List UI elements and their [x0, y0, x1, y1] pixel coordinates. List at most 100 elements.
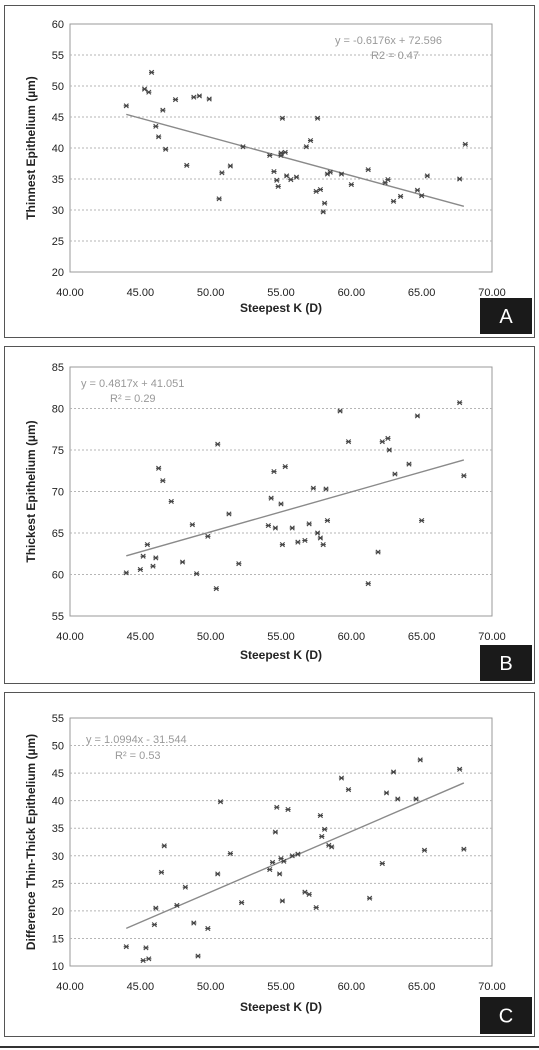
data-point: [144, 542, 150, 548]
data-point: [141, 86, 148, 92]
y-tick-label: 75: [52, 445, 64, 457]
chart-panel-b: 55 60 65 70 75 80 85 40.00 45.00 50.00 55.00 60.00 6…: [4, 346, 535, 684]
data-point: [306, 891, 312, 897]
data-point: [158, 869, 165, 875]
data-point: [275, 183, 281, 190]
data-point: [276, 871, 283, 877]
x-tick-label: 45.00: [127, 631, 155, 643]
data-point: [281, 858, 287, 864]
y-tick-label: 85: [52, 362, 64, 374]
data-point: [392, 471, 398, 477]
data-point: [267, 866, 273, 873]
data-point: [461, 473, 467, 479]
data-point: [271, 168, 277, 175]
x-tick-label: 40.00: [56, 631, 84, 643]
x-tick-label: 70.00: [478, 981, 506, 993]
data-point: [205, 925, 211, 932]
data-point: [153, 555, 159, 561]
data-point: [390, 769, 397, 775]
regression-equation: y = -0.6176x + 72.596: [335, 35, 442, 47]
x-tick-label: 65.00: [408, 287, 436, 299]
data-point: [385, 435, 391, 441]
data-point: [205, 533, 211, 539]
data-point: [375, 549, 381, 555]
y-tick-label: 60: [52, 570, 64, 582]
x-tick-label: 60.00: [338, 287, 366, 299]
x-axis-label: Steepest K (D): [240, 648, 322, 662]
data-point: [379, 439, 385, 445]
data-point: [457, 176, 463, 182]
y-tick-label: 55: [52, 611, 64, 623]
chart-c-svg: 10 15 20 25 30 35 40 45 50 55 40.00 45.00 50.00 55.00…: [24, 713, 532, 1034]
data-point: [278, 501, 284, 507]
regression-equation: y = 1.0994x - 31.544: [86, 734, 187, 746]
data-point: [323, 486, 329, 492]
x-tick-label: 50.00: [197, 981, 225, 993]
data-point: [151, 922, 157, 928]
data-point: [217, 799, 224, 805]
data-point: [143, 945, 149, 951]
y-tick-label: 50: [52, 81, 64, 93]
y-tick-label: 30: [52, 205, 64, 217]
data-point: [320, 542, 326, 548]
chart-b-svg: 55 60 65 70 75 80 85 40.00 45.00 50.00 55.00 60.00 6…: [24, 362, 532, 681]
data-point: [338, 171, 345, 177]
data-point: [289, 853, 295, 859]
y-tick-label: 20: [52, 267, 64, 279]
data-point: [161, 843, 167, 849]
x-tick-label: 55.00: [267, 631, 295, 643]
data-point: [156, 465, 162, 471]
data-point: [386, 447, 392, 453]
y-tick-label: 35: [52, 823, 64, 835]
x-tick-label: 55.00: [267, 287, 295, 299]
y-tick-label: 40: [52, 796, 64, 808]
panel-badge: [480, 645, 532, 681]
y-tick-label: 70: [52, 487, 64, 499]
y-tick-label: 20: [52, 906, 64, 918]
panel-letter: A: [499, 306, 513, 328]
data-point: [191, 94, 197, 100]
y-tick-label: 50: [52, 741, 64, 753]
data-point: [279, 898, 286, 904]
trendline: [126, 113, 465, 207]
data-point: [279, 542, 286, 548]
data-point: [227, 163, 233, 169]
data-point: [179, 559, 186, 565]
y-tick-label: 80: [52, 404, 64, 416]
data-point: [236, 561, 242, 567]
y-tick-label: 40: [52, 143, 64, 155]
data-point: [462, 141, 468, 147]
data-point: [337, 408, 343, 414]
data-point: [397, 193, 404, 199]
data-point: [123, 944, 129, 950]
data-point: [302, 889, 308, 895]
data-point: [184, 162, 190, 168]
x-tick-label: 50.00: [197, 631, 225, 643]
data-point: [348, 181, 354, 188]
chart-a-svg: 20 25 30 35 40 45 50 55 60 40.00 45.00 50.00 55.00 60…: [24, 19, 532, 334]
data-point: [421, 847, 428, 853]
data-point: [324, 517, 331, 524]
y-tick-label: 35: [52, 174, 64, 186]
r-squared-label: R² = 0.29: [110, 393, 156, 405]
data-point: [216, 196, 222, 202]
trendline: [125, 782, 465, 930]
y-tick-label: 60: [52, 19, 64, 31]
plot-area: [69, 717, 493, 967]
bottom-rule: [0, 1046, 539, 1048]
data-point: [196, 93, 203, 99]
data-point: [239, 900, 245, 906]
data-point: [317, 535, 323, 541]
panel-badge: [480, 997, 532, 1034]
data-point: [226, 511, 232, 517]
data-point: [182, 884, 188, 890]
data-point: [194, 571, 200, 577]
data-point: [148, 69, 155, 75]
data-point: [195, 953, 201, 959]
x-tick-label: 60.00: [338, 631, 366, 643]
data-point: [322, 200, 328, 206]
regression-equation: y = 0.4817x + 41.051: [81, 378, 184, 390]
data-point: [160, 107, 166, 113]
data-point: [153, 123, 159, 129]
data-point: [285, 806, 291, 813]
